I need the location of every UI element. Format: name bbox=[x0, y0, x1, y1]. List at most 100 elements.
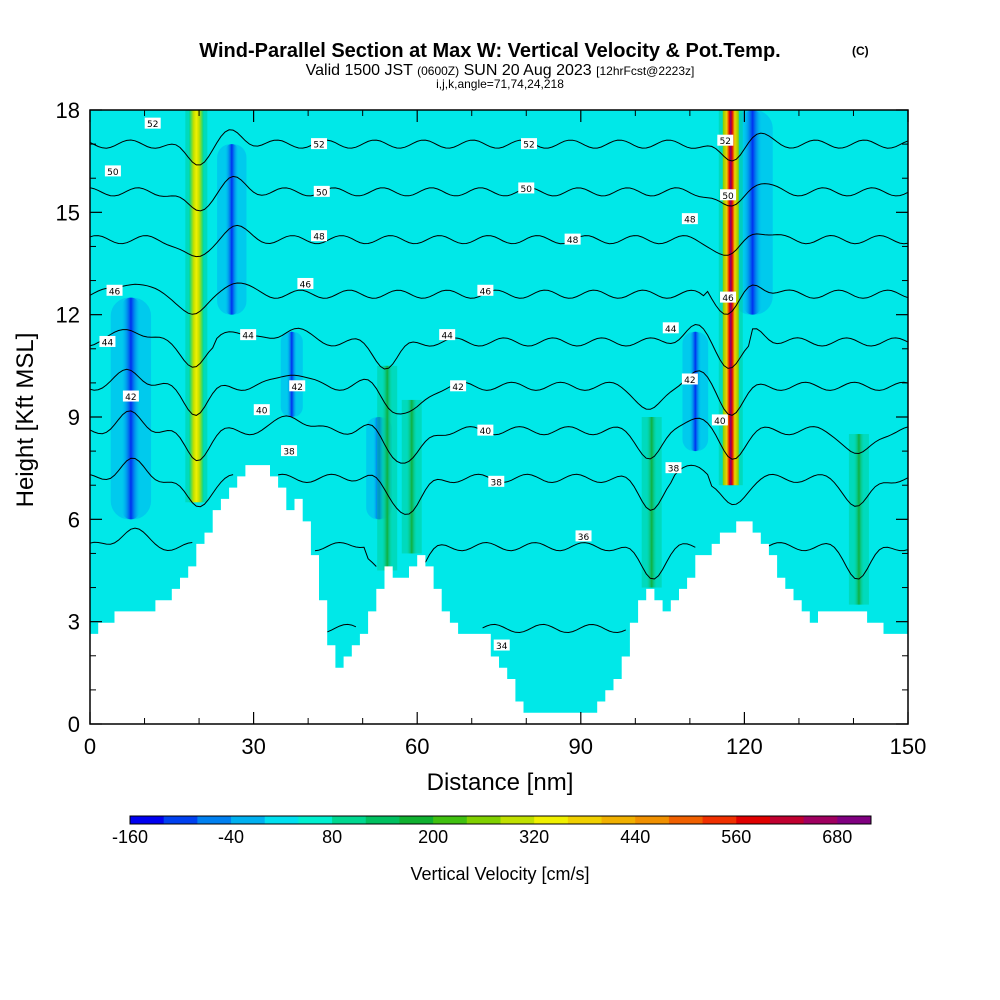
isentrope-labels: 52 52 52 52 50 50 50 50 48 48 48 46 46 46 46 44 44 44 44 42… bbox=[99, 117, 737, 652]
isentrope-label-bg-3 bbox=[717, 134, 734, 146]
isentrope-label-bg-30 bbox=[493, 639, 510, 651]
updraft-core-3 bbox=[405, 399, 418, 554]
isentrope-label: 48 bbox=[313, 233, 325, 243]
x-axis: 0 30 60 90 120 150 bbox=[84, 110, 926, 759]
colorbar-swatch bbox=[332, 816, 367, 824]
isentrope-label: 44 bbox=[102, 338, 114, 348]
colorbar-swatch bbox=[197, 816, 232, 824]
colorbar-swatch bbox=[365, 816, 400, 824]
isentrope-label: 52 bbox=[313, 141, 324, 151]
isentrope-label: 50 bbox=[107, 168, 119, 178]
isentrope-label: 36 bbox=[578, 533, 590, 543]
isentrope-label-bg-8 bbox=[311, 230, 328, 242]
isentrope-label-bg-12 bbox=[297, 277, 314, 289]
colorbar-swatch bbox=[567, 816, 603, 824]
colorbar-swatch bbox=[769, 816, 805, 824]
copyright-mark: (C) bbox=[852, 44, 869, 58]
isentrope-label-bg-25 bbox=[711, 414, 728, 426]
y-tick-label: 6 bbox=[68, 507, 80, 532]
x-tick-label: 60 bbox=[405, 734, 429, 759]
isentrope-34 bbox=[327, 623, 626, 634]
isentrope-40 bbox=[90, 410, 908, 464]
downdraft-core-2 bbox=[743, 110, 762, 315]
colorbar-tick-label: -160 bbox=[112, 827, 148, 847]
colorbar-tick-label: 440 bbox=[620, 827, 650, 847]
isentrope-label-bg-26 bbox=[281, 445, 298, 457]
colorbar-swatch bbox=[264, 816, 299, 824]
colorbar-swatch bbox=[163, 816, 198, 824]
y-tick-label: 3 bbox=[68, 610, 80, 635]
isentrope-36 bbox=[90, 527, 908, 580]
updraft-core-0 bbox=[189, 110, 204, 503]
isentrope-label-bg-22 bbox=[681, 373, 698, 385]
isentrope-label-bg-6 bbox=[518, 182, 535, 194]
y-tick-label: 0 bbox=[68, 712, 80, 737]
colorbar-tick-label: 80 bbox=[322, 827, 342, 847]
downdraft-core-1 bbox=[225, 144, 239, 315]
isentrope-label: 34 bbox=[496, 642, 508, 652]
isentrope-label-bg-23 bbox=[253, 404, 270, 416]
colorbar-swatch bbox=[601, 816, 636, 824]
isentrope-label-bg-21 bbox=[450, 380, 467, 392]
updraft-core-2 bbox=[381, 365, 394, 571]
isentrope-label: 38 bbox=[668, 465, 680, 475]
x-axis-label: Distance [nm] bbox=[427, 769, 574, 796]
isentrope-label-bg-13 bbox=[477, 284, 494, 296]
x-tick-label: 150 bbox=[890, 734, 927, 759]
isentrope-48 bbox=[90, 224, 908, 258]
isentrope-contours bbox=[90, 129, 908, 634]
isentrope-label-bg-14 bbox=[720, 291, 737, 303]
isentrope-label: 50 bbox=[521, 185, 533, 195]
colorbar-tick-label: 560 bbox=[721, 827, 751, 847]
isentrope-label: 38 bbox=[491, 478, 503, 488]
isentrope-label-bg-19 bbox=[122, 390, 139, 402]
isentrope-label: 44 bbox=[242, 332, 254, 342]
x-tick-label: 120 bbox=[726, 734, 763, 759]
isentrope-46 bbox=[90, 282, 908, 315]
isentrope-label-bg-18 bbox=[662, 322, 679, 334]
isentrope-label: 44 bbox=[441, 332, 453, 342]
terrain-fill bbox=[90, 465, 908, 724]
isentrope-label-bg-27 bbox=[488, 475, 505, 487]
y-tick-label: 18 bbox=[56, 98, 80, 123]
terrain bbox=[90, 465, 908, 724]
y-axis-label: Height [Kft MSL] bbox=[12, 333, 39, 508]
updraft-core-4 bbox=[645, 417, 658, 588]
isentrope-label: 50 bbox=[316, 188, 328, 198]
isentrope-label: 42 bbox=[292, 383, 303, 393]
colorbar-swatch bbox=[231, 816, 266, 824]
colorbar bbox=[129, 815, 872, 825]
colorbar-frame bbox=[129, 815, 872, 825]
isentrope-label-bg-11 bbox=[106, 284, 123, 296]
isentrope-label: 42 bbox=[684, 376, 695, 386]
colorbar-swatch bbox=[702, 816, 737, 824]
colorbar-swatch bbox=[736, 816, 771, 824]
isentrope-label: 52 bbox=[720, 137, 731, 147]
plot-area: 52 52 52 52 50 50 50 50 48 48 48 46 46 46 46 44 44 44 44 42… bbox=[90, 110, 908, 724]
x-tick-label: 30 bbox=[241, 734, 265, 759]
isentrope-label: 46 bbox=[722, 294, 734, 304]
isentrope-label: 42 bbox=[125, 393, 136, 403]
x-tick-label: 90 bbox=[569, 734, 593, 759]
isentrope-label: 46 bbox=[300, 280, 312, 290]
isentrope-label-bg-9 bbox=[564, 233, 581, 245]
isentrope-label-bg-2 bbox=[520, 138, 537, 150]
colorbar-swatch bbox=[635, 816, 670, 824]
isentrope-label-bg-1 bbox=[311, 138, 328, 150]
colorbar-tick-labels: -160 -40 80 200 320 440 560 680 bbox=[112, 827, 852, 847]
updraft-core-5 bbox=[852, 434, 865, 605]
isentrope-label: 42 bbox=[452, 383, 463, 393]
isentrope-label-bg-5 bbox=[313, 185, 330, 197]
isentrope-label: 40 bbox=[256, 407, 268, 417]
colorbar-swatch bbox=[500, 816, 535, 824]
isentrope-label-bg-0 bbox=[144, 117, 161, 129]
isentrope-42 bbox=[90, 368, 908, 416]
y-tick-label: 12 bbox=[56, 303, 80, 328]
isentrope-52 bbox=[90, 129, 908, 166]
isentrope-label-bg-17 bbox=[439, 329, 456, 341]
colorbar-swatch bbox=[534, 816, 569, 824]
isentrope-50 bbox=[90, 175, 908, 212]
isentrope-label-bg-24 bbox=[477, 424, 494, 436]
colorbar-tick-label: -40 bbox=[218, 827, 244, 847]
